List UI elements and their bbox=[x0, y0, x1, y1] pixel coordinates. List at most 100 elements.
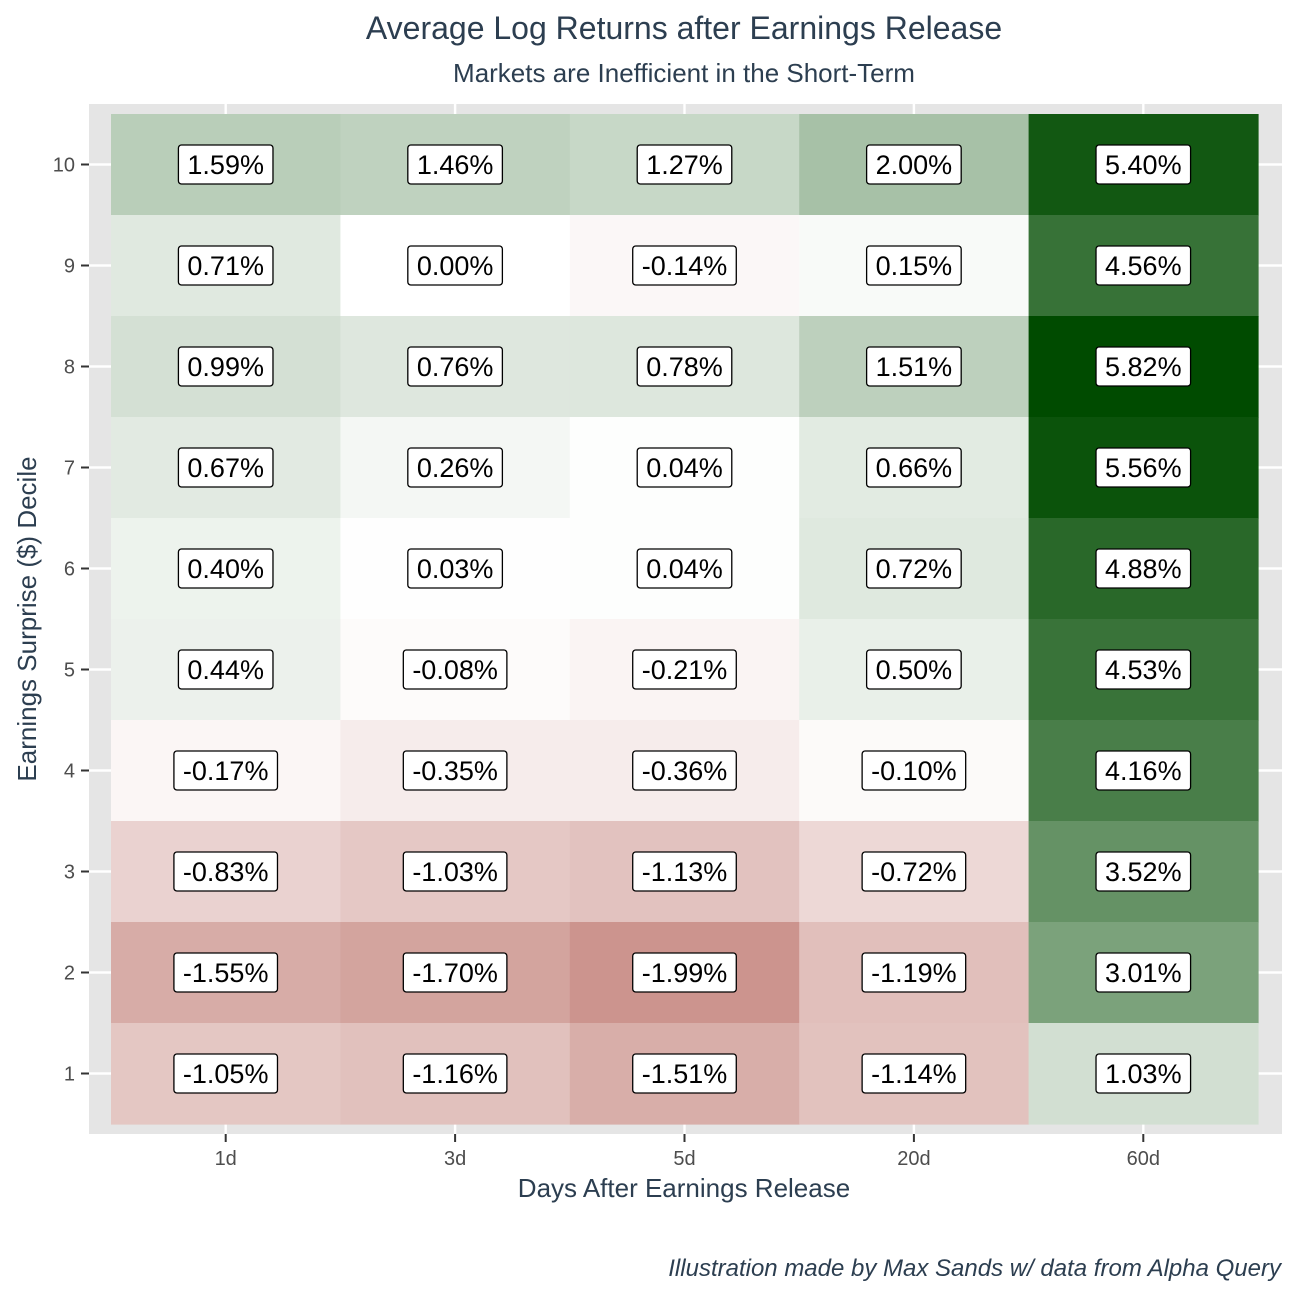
cell-value-label: -0.17% bbox=[183, 756, 269, 786]
cell-label-box bbox=[177, 649, 274, 690]
x-axis: 1d 3d 5d 20d 60d bbox=[215, 1134, 1160, 1170]
cell-label-box bbox=[1095, 346, 1192, 387]
x-tick-label: 3d bbox=[444, 1148, 466, 1170]
cell-value-label: 0.71% bbox=[187, 251, 264, 281]
y-axis-title: Earnings Surprise ($) Decile bbox=[12, 456, 42, 781]
cell-value-label: 2.00% bbox=[876, 150, 953, 180]
cell-value-label: -0.35% bbox=[412, 756, 498, 786]
cell-value-label: 3.01% bbox=[1105, 958, 1182, 988]
cell-value-label: -1.14% bbox=[871, 1059, 957, 1089]
x-tick-label: 5d bbox=[673, 1148, 695, 1170]
cell-label-box bbox=[632, 851, 737, 892]
cell-value-label: 4.16% bbox=[1105, 756, 1182, 786]
cell-value-label: 0.78% bbox=[646, 352, 723, 382]
cell-label-box bbox=[636, 548, 733, 589]
cell-label-box bbox=[1095, 750, 1192, 791]
x-axis-title: Days After Earnings Release bbox=[518, 1173, 850, 1203]
cell-value-label: 0.26% bbox=[417, 453, 494, 483]
cell-value-label: 1.27% bbox=[646, 150, 723, 180]
cell-label-box bbox=[865, 649, 962, 690]
cell-value-label: -0.08% bbox=[412, 655, 498, 685]
cell-label-box bbox=[861, 750, 967, 791]
chart-title: Average Log Returns after Earnings Relea… bbox=[366, 10, 1002, 46]
cell-label-box bbox=[173, 750, 279, 791]
y-tick-label: 5 bbox=[64, 660, 75, 682]
cell-labels: 1.59% 1.46% 1.27% 2.00% 5.40% 0.71% 0.00% -0.14… bbox=[173, 144, 1192, 1094]
cell-label-box bbox=[861, 1053, 967, 1094]
cell-label-box bbox=[407, 144, 504, 185]
cell-label-box bbox=[861, 952, 967, 993]
cell-value-label: 5.82% bbox=[1105, 352, 1182, 382]
cell-label-box bbox=[1095, 952, 1192, 993]
cell-label-box bbox=[636, 144, 733, 185]
cell-label-box bbox=[632, 245, 737, 286]
cell-value-label: 4.53% bbox=[1105, 655, 1182, 685]
cell-label-box bbox=[177, 346, 274, 387]
cell-value-label: -1.03% bbox=[412, 857, 498, 887]
cell-label-box bbox=[632, 1053, 737, 1094]
cell-value-label: -0.14% bbox=[642, 251, 728, 281]
cell-label-box bbox=[636, 447, 733, 488]
cell-value-label: 1.46% bbox=[417, 150, 494, 180]
cell-label-box bbox=[402, 649, 508, 690]
cell-label-box bbox=[173, 952, 279, 993]
cell-value-label: 0.03% bbox=[417, 554, 494, 584]
cell-label-box bbox=[632, 750, 737, 791]
cell-label-box bbox=[632, 952, 737, 993]
cell-label-box bbox=[402, 750, 508, 791]
cell-label-box bbox=[1095, 245, 1192, 286]
cell-value-label: 0.76% bbox=[417, 352, 494, 382]
y-tick-label: 8 bbox=[64, 357, 75, 379]
y-axis: 10 9 8 7 6 5 4 3 2 1 bbox=[53, 155, 89, 1086]
cell-label-box bbox=[173, 1053, 279, 1094]
cell-value-label: 0.66% bbox=[876, 453, 953, 483]
cell-label-box bbox=[1095, 548, 1192, 589]
cell-value-label: 0.04% bbox=[646, 453, 723, 483]
cell-value-label: 0.99% bbox=[187, 352, 264, 382]
cell-label-box bbox=[177, 447, 274, 488]
cell-value-label: 5.40% bbox=[1105, 150, 1182, 180]
cell-value-label: 0.50% bbox=[876, 655, 953, 685]
cell-value-label: 1.51% bbox=[876, 352, 953, 382]
cell-value-label: 1.03% bbox=[1105, 1059, 1182, 1089]
y-tick-label: 9 bbox=[64, 256, 75, 278]
cell-value-label: 4.88% bbox=[1105, 554, 1182, 584]
cell-label-box bbox=[1095, 649, 1192, 690]
cell-value-label: -1.99% bbox=[642, 958, 728, 988]
cell-label-box bbox=[865, 346, 962, 387]
cell-label-box bbox=[865, 447, 962, 488]
cell-value-label: 0.00% bbox=[417, 251, 494, 281]
cell-value-label: -0.36% bbox=[642, 756, 728, 786]
cell-label-box bbox=[407, 548, 504, 589]
y-tick-label: 6 bbox=[64, 559, 75, 581]
cell-value-label: -0.10% bbox=[871, 756, 957, 786]
y-tick-label: 1 bbox=[64, 1064, 75, 1086]
cell-label-box bbox=[861, 851, 967, 892]
cell-label-box bbox=[173, 851, 279, 892]
cell-label-box bbox=[177, 144, 274, 185]
x-tick-label: 1d bbox=[215, 1148, 237, 1170]
cell-value-label: -1.16% bbox=[412, 1059, 498, 1089]
chart-caption: Illustration made by Max Sands w/ data f… bbox=[668, 1255, 1283, 1282]
cell-label-box bbox=[177, 245, 274, 286]
cell-label-box bbox=[402, 952, 508, 993]
cell-value-label: -1.13% bbox=[642, 857, 728, 887]
x-tick-label: 60d bbox=[1127, 1148, 1160, 1170]
cell-label-box bbox=[1095, 1053, 1192, 1094]
cell-value-label: 1.59% bbox=[187, 150, 264, 180]
cell-label-box bbox=[1095, 851, 1192, 892]
y-tick-label: 10 bbox=[53, 155, 75, 177]
cell-label-box bbox=[407, 346, 504, 387]
cell-label-box bbox=[865, 548, 962, 589]
cell-label-box bbox=[177, 548, 274, 589]
y-tick-label: 3 bbox=[64, 862, 75, 884]
cell-value-label: -0.21% bbox=[642, 655, 728, 685]
cell-label-box bbox=[865, 245, 962, 286]
cell-value-label: 3.52% bbox=[1105, 857, 1182, 887]
cell-label-box bbox=[402, 1053, 508, 1094]
cell-value-label: 0.44% bbox=[187, 655, 264, 685]
chart-subtitle: Markets are Inefficient in the Short-Ter… bbox=[453, 58, 915, 88]
cell-value-label: 5.56% bbox=[1105, 453, 1182, 483]
cell-value-label: -1.70% bbox=[412, 958, 498, 988]
cell-value-label: 0.04% bbox=[646, 554, 723, 584]
